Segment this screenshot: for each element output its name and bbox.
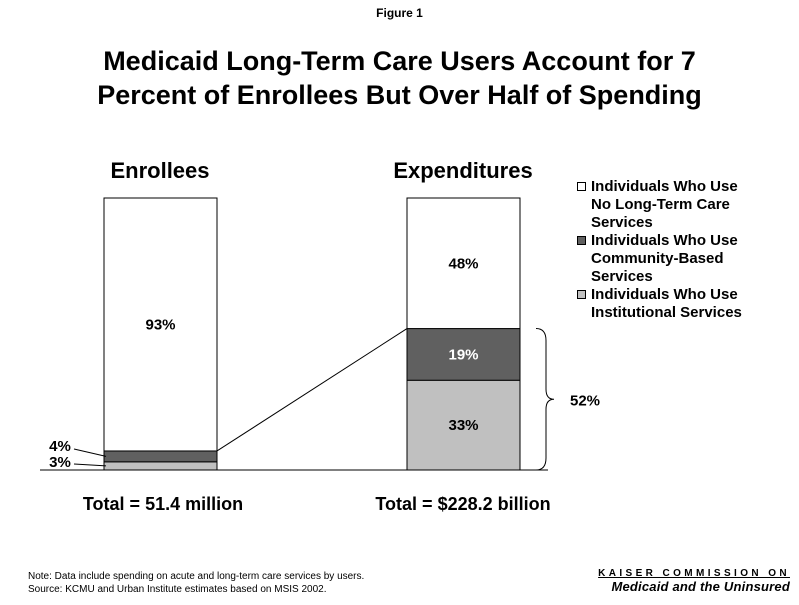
- legend-label: Institutional Services: [591, 304, 742, 321]
- category-label-0: Enrollees: [110, 158, 209, 183]
- bracket: [535, 328, 555, 471]
- data-label: 3%: [49, 454, 71, 471]
- legend-label: Individuals Who Use: [591, 286, 738, 303]
- logo-line-1: KAISER COMMISSION ON: [598, 568, 790, 579]
- legend-item: Individuals Who Use Institutional Service…: [577, 286, 797, 322]
- legend-label: No Long-Term Care: [591, 196, 730, 213]
- legend-swatch: [577, 182, 586, 191]
- figure-label: Figure 1: [376, 6, 423, 20]
- total-label-1: Total = $228.2 billion: [375, 494, 550, 514]
- leader-line: [73, 448, 107, 457]
- bar-segment: [406, 379, 521, 471]
- legend-swatch: [577, 290, 586, 299]
- logo-line-2: Medicaid and the Uninsured: [611, 579, 790, 594]
- bar-segment: [406, 328, 521, 381]
- data-label: 93%: [145, 316, 175, 333]
- legend-item: Individuals Who Use No Long-Term Care Serv…: [577, 178, 797, 232]
- data-label: 33%: [448, 417, 478, 434]
- legend-item: Individuals Who Use Community-Based Servic…: [577, 232, 797, 286]
- chart-legend: Individuals Who Use No Long-Term Care Serv…: [577, 178, 797, 322]
- bar-segment: [103, 461, 218, 471]
- kaiser-logo: KAISER COMMISSION ON Medicaid and the Un…: [566, 568, 790, 594]
- leader-line: [73, 463, 107, 467]
- legend-swatch: [577, 236, 586, 245]
- bar-segment: [103, 197, 218, 452]
- bar-segment: [103, 450, 218, 463]
- bar-segment: [406, 197, 521, 330]
- legend-label: Services: [591, 214, 653, 231]
- legend-label: Individuals Who Use: [591, 178, 738, 195]
- note-line-2: Source: KCMU and Urban Institute estimat…: [28, 584, 327, 595]
- note-line-1: Note: Data include spending on acute and…: [28, 571, 365, 582]
- data-label: 4%: [49, 438, 71, 455]
- chart-title-line-1: Medicaid Long-Term Care Users Account fo…: [103, 46, 696, 76]
- chart-title-line-2: Percent of Enrollees But Over Half of Sp…: [97, 80, 702, 110]
- source-note: Note: Data include spending on acute and…: [28, 570, 364, 596]
- legend-label: Services: [591, 268, 653, 285]
- data-label: 48%: [448, 255, 478, 272]
- bracket-label: 52%: [570, 392, 600, 409]
- legend-label: Individuals Who Use: [591, 232, 738, 249]
- legend-label: Community-Based: [591, 250, 724, 267]
- connector-line: [216, 328, 408, 452]
- total-label-0: Total = 51.4 million: [83, 494, 243, 514]
- category-label-1: Expenditures: [393, 158, 532, 183]
- chart-title: Medicaid Long-Term Care Users Account fo…: [0, 44, 799, 112]
- data-label: 19%: [448, 346, 478, 363]
